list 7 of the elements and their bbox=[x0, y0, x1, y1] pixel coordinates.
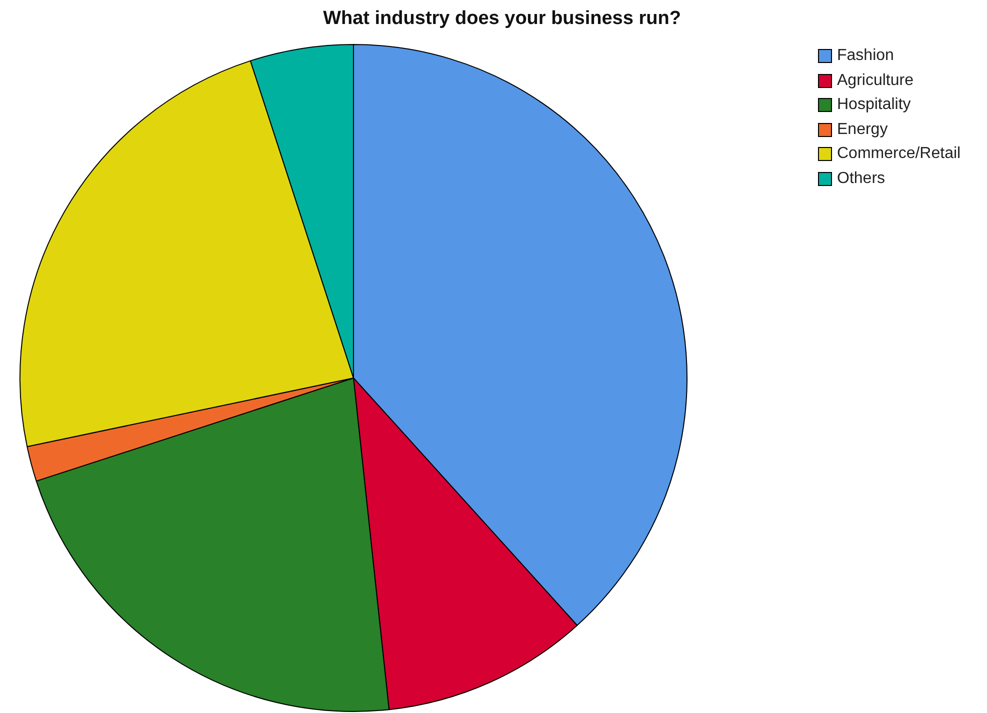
legend-label: Commerce/Retail bbox=[837, 145, 961, 164]
legend-label: Hospitality bbox=[837, 96, 911, 114]
legend-label: Agriculture bbox=[837, 72, 914, 90]
chart-title: What industry does your business run? bbox=[322, 8, 682, 30]
legend-label: Fashion bbox=[837, 47, 894, 66]
legend-label: Others bbox=[837, 170, 886, 188]
legend-label: Energy bbox=[837, 120, 888, 139]
